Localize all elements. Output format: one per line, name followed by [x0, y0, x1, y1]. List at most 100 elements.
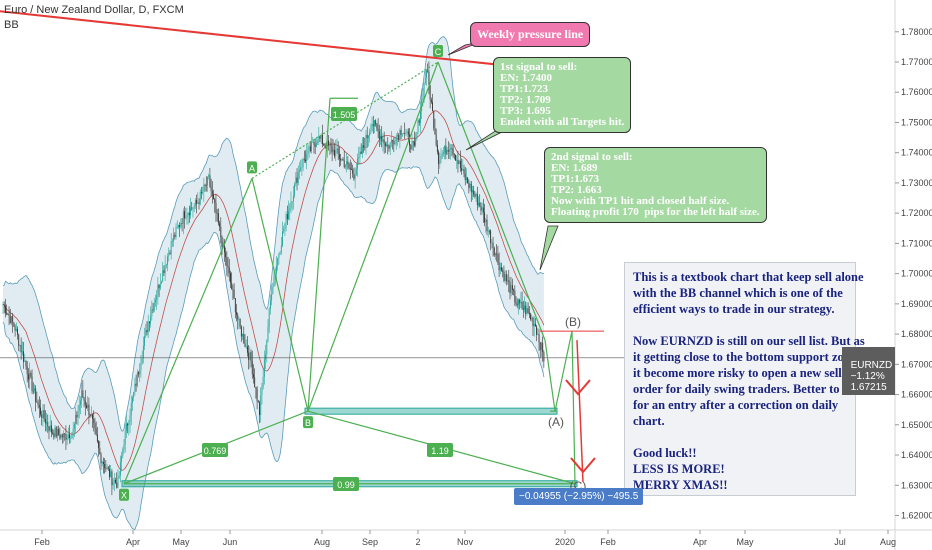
candle-body — [168, 253, 170, 257]
candle-body — [238, 319, 240, 320]
candle-body — [440, 155, 442, 161]
candle-body — [474, 194, 476, 197]
candle-body — [410, 145, 412, 150]
candle-body — [455, 154, 456, 161]
candle-body — [480, 205, 482, 211]
candle-body — [35, 388, 37, 402]
candle-body — [393, 140, 395, 145]
candle-body — [220, 226, 222, 237]
candle-body — [118, 475, 120, 478]
candle-body — [352, 169, 354, 174]
signal-one-note: 1st signal to sell: EN: 1.7400 TP1:1.723… — [493, 57, 632, 133]
candle-body — [115, 479, 116, 483]
candle-body — [237, 314, 239, 320]
candle-body — [192, 208, 194, 210]
candle-body — [244, 343, 246, 347]
candle-body — [417, 120, 419, 133]
candle-body — [208, 175, 210, 177]
candle-body — [432, 102, 433, 111]
candle-body — [94, 422, 96, 429]
pattern-point-label: C — [435, 47, 442, 57]
candle-body — [173, 234, 175, 241]
candle-body — [505, 274, 507, 282]
candle-body — [271, 293, 273, 301]
candle-body — [197, 202, 199, 204]
projected-point-label: (B) — [565, 315, 581, 329]
projected-leg — [571, 331, 576, 484]
candle-body — [289, 208, 291, 211]
y-tick-label: 1.65000 — [901, 420, 932, 430]
candle-body — [171, 240, 173, 242]
candle-body — [23, 351, 25, 362]
bollinger-lower-line — [2, 166, 545, 531]
candle-body — [268, 308, 270, 327]
candle-body — [122, 449, 124, 457]
candle-body — [492, 242, 494, 249]
candle-body — [265, 354, 267, 360]
red-arrow-head-upper — [565, 379, 591, 396]
candle-body — [148, 322, 150, 324]
candle-body — [191, 207, 193, 209]
candle-body — [399, 130, 401, 140]
candle-body — [525, 305, 527, 314]
candle-body — [282, 231, 283, 246]
candle-body — [82, 390, 84, 398]
candle-body — [538, 334, 540, 343]
bollinger-upper-line — [2, 36, 544, 432]
candle-body — [299, 170, 300, 173]
candle-body — [312, 141, 314, 143]
candle-body — [100, 454, 102, 464]
candle-body — [199, 192, 201, 204]
candle-body — [374, 120, 375, 127]
candle-body — [20, 344, 22, 353]
candle-body — [79, 400, 81, 405]
candle-body — [415, 138, 417, 146]
y-tick-label: 1.68000 — [901, 329, 932, 339]
candle-body — [346, 161, 348, 166]
candle-body — [467, 177, 469, 184]
candle-body — [242, 333, 244, 337]
candle-body — [263, 359, 265, 377]
red-arrow-shaft — [576, 340, 584, 483]
candle-body — [117, 477, 119, 488]
candle-body — [323, 144, 325, 146]
candle-body — [305, 159, 306, 162]
candle-body — [266, 340, 268, 355]
candle-body — [32, 390, 34, 392]
pattern-point-label: B — [305, 418, 311, 428]
candle-body — [273, 276, 275, 287]
candle-body — [88, 404, 90, 415]
candle-body — [248, 352, 250, 360]
candle-body — [487, 230, 489, 232]
candle-body — [470, 183, 472, 193]
candle-body — [320, 134, 322, 139]
x-tick-label: Nov — [457, 537, 474, 547]
ratio-badge — [202, 443, 228, 457]
candle-body — [349, 167, 351, 170]
candle-body — [221, 236, 223, 248]
candle-body — [65, 434, 67, 440]
candle-body — [508, 280, 510, 283]
candle-body — [286, 214, 288, 220]
candle-body — [516, 303, 518, 306]
candle-body — [146, 329, 148, 333]
candle-body — [121, 456, 123, 462]
candle-body — [233, 290, 235, 299]
candle-body — [38, 405, 40, 408]
candle-body — [136, 372, 138, 386]
candle-body — [203, 184, 205, 193]
weekly-pressure-label: Weekly pressure line — [470, 22, 591, 47]
y-tick-label: 1.64000 — [901, 450, 932, 460]
candle-body — [13, 322, 15, 327]
candle-body — [15, 328, 17, 331]
candle-body — [434, 128, 436, 135]
indicator-label: BB — [4, 19, 19, 31]
candle-body — [307, 149, 309, 155]
candle-body — [472, 190, 473, 193]
candle-body — [90, 414, 92, 416]
candle-body — [341, 159, 343, 161]
candle-body — [139, 369, 141, 375]
candle-body — [269, 300, 271, 309]
candle-body — [427, 70, 429, 72]
